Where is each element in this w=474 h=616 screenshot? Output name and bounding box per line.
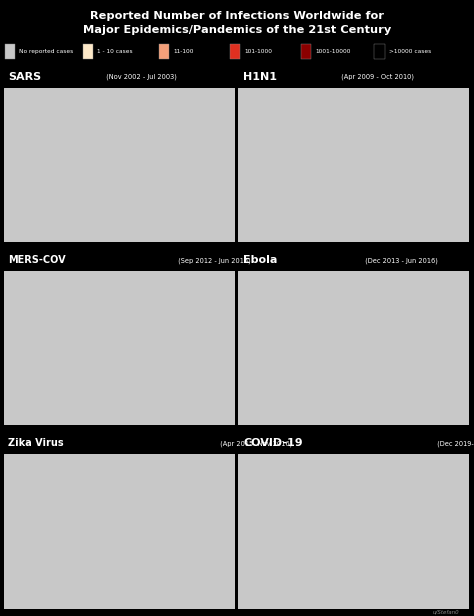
Text: (Nov 2002 - Jul 2003): (Nov 2002 - Jul 2003) xyxy=(104,74,177,81)
Text: (Dec 2013 - Jun 2016): (Dec 2013 - Jun 2016) xyxy=(363,257,438,264)
Text: 1001-10000: 1001-10000 xyxy=(315,49,351,54)
Text: H1N1: H1N1 xyxy=(243,72,277,82)
Text: Ebola: Ebola xyxy=(243,255,277,265)
Text: (Sep 2012 - Jun 2015): (Sep 2012 - Jun 2015) xyxy=(176,257,251,264)
Text: 11-100: 11-100 xyxy=(173,49,193,54)
Text: (Dec 2019-, as of 1 Mar 2020): (Dec 2019-, as of 1 Mar 2020) xyxy=(435,440,474,447)
Text: MERS-COV: MERS-COV xyxy=(9,255,66,265)
Text: (Apr 2015- Nov 2016): (Apr 2015- Nov 2016) xyxy=(219,440,293,447)
Text: Zika Virus: Zika Virus xyxy=(9,439,64,448)
Text: COVID-19: COVID-19 xyxy=(243,439,303,448)
Text: (Apr 2009 - Oct 2010): (Apr 2009 - Oct 2010) xyxy=(339,74,414,81)
Text: 101-1000: 101-1000 xyxy=(244,49,272,54)
Text: Reported Number of Infections Worldwide for: Reported Number of Infections Worldwide … xyxy=(90,11,384,21)
Text: No reported cases: No reported cases xyxy=(19,49,73,54)
Text: u/Stefan0: u/Stefan0 xyxy=(433,610,460,615)
Text: >10000 cases: >10000 cases xyxy=(389,49,431,54)
Text: 1 - 10 cases: 1 - 10 cases xyxy=(97,49,133,54)
Text: SARS: SARS xyxy=(9,72,42,82)
Text: Major Epidemics/Pandemics of the 21st Century: Major Epidemics/Pandemics of the 21st Ce… xyxy=(83,25,391,34)
